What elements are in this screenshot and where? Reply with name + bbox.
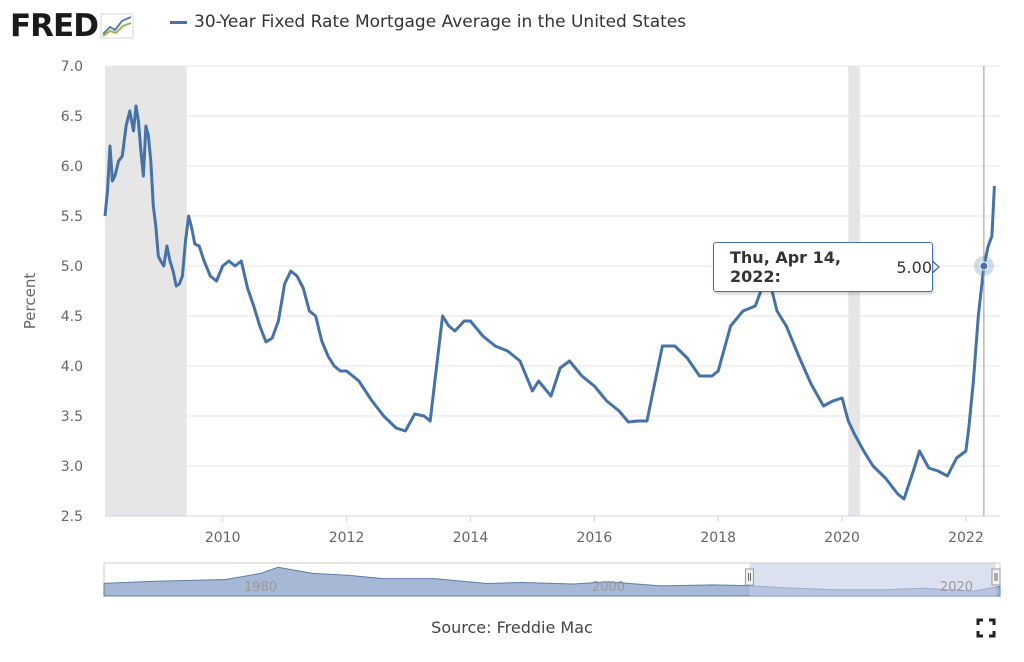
navigator-label: 2000	[592, 580, 625, 595]
navigator-label: 2020	[940, 580, 973, 595]
y-tick-label: 6.0	[61, 159, 83, 175]
navigator-selection[interactable]	[749, 563, 996, 596]
tooltip-arrow-inner	[930, 260, 938, 274]
x-tick-label: 2010	[205, 530, 241, 546]
highlight-marker[interactable]	[979, 261, 989, 271]
y-tick-label: 7.0	[61, 59, 83, 75]
y-tick-label: 5.0	[61, 259, 83, 275]
legend-item[interactable]: 30-Year Fixed Rate Mortgage Average in t…	[170, 12, 686, 32]
fullscreen-icon[interactable]	[976, 618, 996, 638]
navigator-label: 1980	[244, 580, 277, 595]
data-tooltip: Thu, Apr 14, 2022: 5.00	[713, 242, 933, 292]
highlight-layer	[973, 66, 994, 516]
y-tick-label: 2.5	[61, 509, 83, 525]
navigator: 1980 2000 2020	[103, 562, 1001, 597]
source-note: Source: Freddie Mac	[431, 618, 593, 637]
y-tick-label: 3.5	[61, 409, 83, 425]
y-tick-label: 4.5	[61, 309, 83, 325]
navigator-handle-left[interactable]	[744, 568, 754, 586]
x-tick-label: 2022	[948, 530, 984, 546]
legend-label: 30-Year Fixed Rate Mortgage Average in t…	[194, 12, 687, 32]
y-tick-label: 3.0	[61, 459, 83, 475]
y-tick-label: 4.0	[61, 359, 83, 375]
tooltip-date: Thu, Apr 14, 2022:	[730, 248, 841, 286]
x-tick-label: 2014	[453, 530, 489, 546]
x-axis-ticks: 2010 2012 2014 2016 2018 2020 2022	[105, 515, 1000, 546]
navigator-handle-right[interactable]	[991, 568, 1001, 586]
x-tick-label: 2012	[329, 530, 365, 546]
y-tick-label: 6.5	[61, 109, 83, 125]
logo-text: FRED	[10, 8, 99, 44]
y-tick-label: 5.5	[61, 209, 83, 225]
fred-logo[interactable]: FRED	[10, 6, 134, 46]
tooltip-value: 5.00	[896, 257, 932, 277]
y-axis-ticks: 2.5 3.0 3.5 4.0 4.5 5.0 5.5 6.0 6.5 7.0	[61, 59, 83, 525]
chart-header: FRED 30-Year Fixed Rate Mortgage Average…	[0, 0, 1024, 52]
x-tick-label: 2020	[824, 530, 860, 546]
handle-body[interactable]	[744, 568, 754, 586]
main-chart[interactable]: 2.53.03.54.04.55.05.56.06.57.0 2010 2012 2…	[0, 0, 1024, 605]
x-tick-label: 2016	[576, 530, 612, 546]
x-tick-label: 2018	[700, 530, 736, 546]
series-line[interactable]	[103, 104, 996, 501]
handle-body[interactable]	[991, 568, 1001, 586]
legend-swatch	[170, 20, 187, 24]
series-line-layer	[103, 104, 996, 501]
trend-chart-icon	[100, 13, 134, 39]
